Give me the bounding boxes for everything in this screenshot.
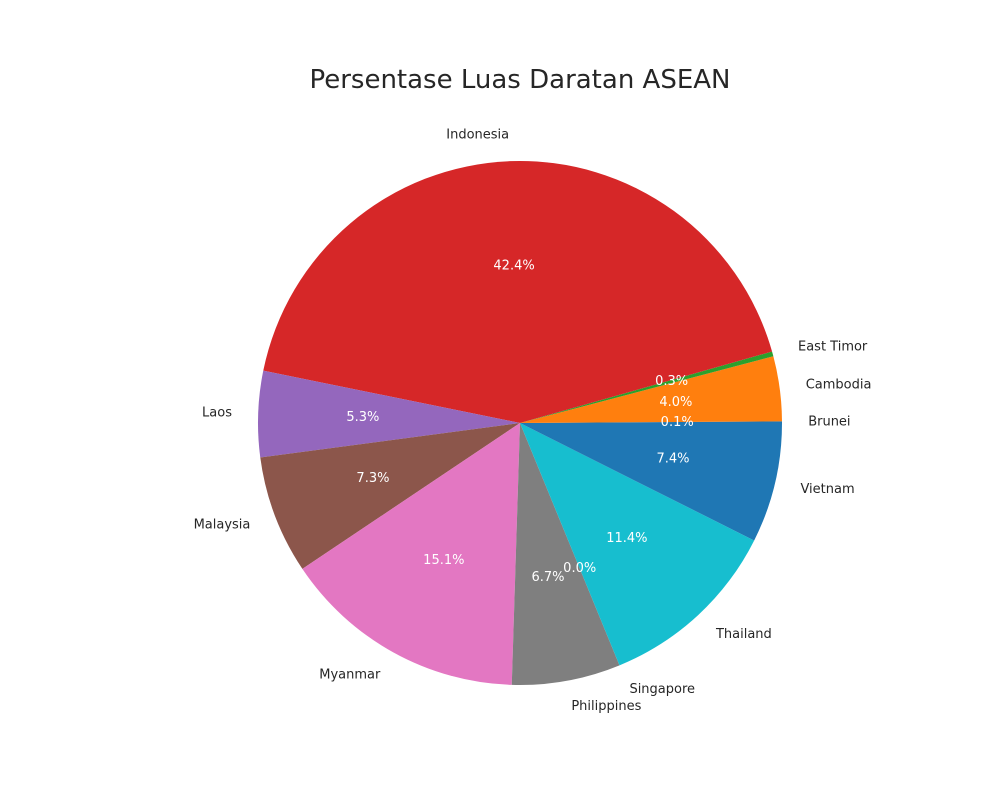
pct-label-east-timor: 0.3% <box>655 374 688 389</box>
slice-label-vietnam: Vietnam <box>800 482 854 497</box>
slice-brunei <box>520 421 782 423</box>
chart-title: Persentase Luas Daratan ASEAN <box>309 65 730 95</box>
slice-myanmar <box>302 423 520 685</box>
slice-laos <box>258 370 520 458</box>
slice-label-myanmar: Myanmar <box>319 668 381 683</box>
slice-label-singapore: Singapore <box>629 682 695 697</box>
slice-label-thailand: Thailand <box>715 627 772 642</box>
slice-indonesia <box>263 160 773 423</box>
pct-label-philippines: 6.7% <box>531 570 564 585</box>
slice-malaysia <box>260 423 520 569</box>
pct-label-malaysia: 7.3% <box>356 471 389 486</box>
slice-label-cambodia: Cambodia <box>806 378 872 393</box>
slice-vietnam <box>520 423 782 541</box>
pie-slices <box>258 160 782 685</box>
pct-label-vietnam: 7.4% <box>656 452 689 467</box>
pct-label-thailand: 11.4% <box>606 531 647 546</box>
slice-cambodia <box>520 356 782 423</box>
slice-label-malaysia: Malaysia <box>194 517 251 532</box>
pct-label-indonesia: 42.4% <box>493 258 534 273</box>
pie-labels: Brunei Cambodia East Timor Indonesia Laos Mal… <box>194 128 872 715</box>
pct-label-laos: 5.3% <box>346 410 379 425</box>
slice-east-timor <box>520 351 774 423</box>
pct-label-cambodia: 4.0% <box>659 395 692 410</box>
slice-label-indonesia: Indonesia <box>446 128 509 143</box>
slice-label-east-timor: East Timor <box>798 339 868 354</box>
pct-label-brunei: 0.1% <box>661 415 694 430</box>
slice-thailand <box>520 423 755 666</box>
pie-pct-labels: 0.1% 4.0% 0.3% 42.4% 5.3% 7.3% 15.1% 6.7%0.0% 11… <box>346 258 693 585</box>
pct-label-myanmar: 15.1% <box>423 553 464 568</box>
slice-label-philippines: Philippines <box>571 699 641 714</box>
slice-label-laos: Laos <box>202 406 232 421</box>
slice-label-brunei: Brunei <box>808 415 850 430</box>
slice-philippines <box>511 423 620 685</box>
pct-label-singapore: 0.0% <box>563 561 596 576</box>
